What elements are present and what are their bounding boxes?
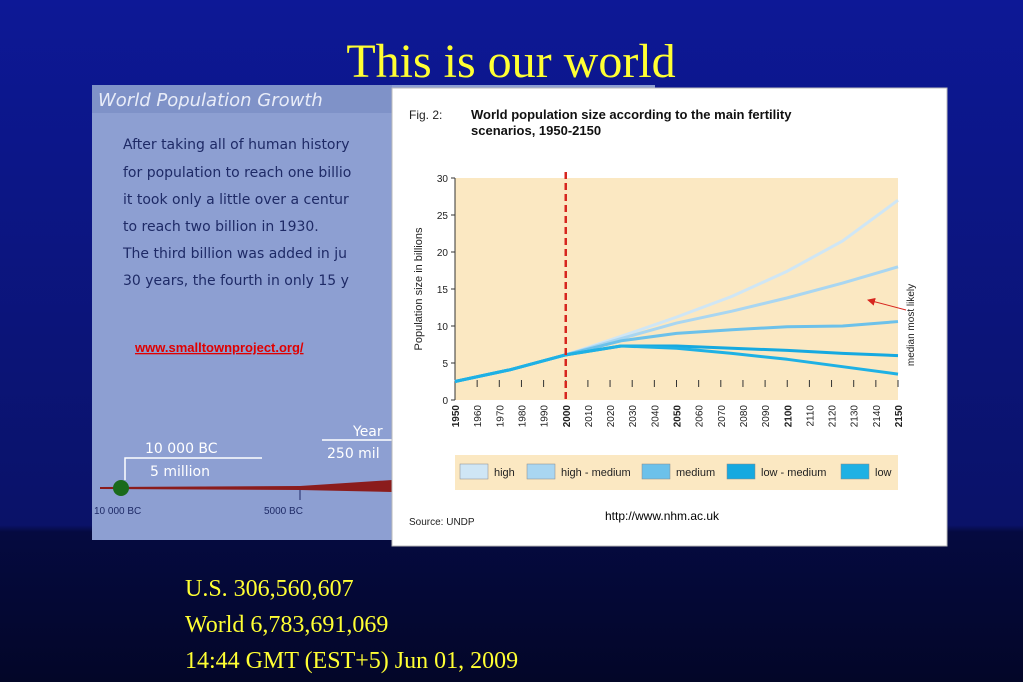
- slide-title: This is our world: [346, 35, 675, 88]
- timeline-label: 5 million: [150, 464, 210, 480]
- x-tick-label: 2060: [695, 405, 706, 428]
- timeline-axis-label: 10 000 BC: [94, 506, 141, 517]
- fig-label: Fig. 2:: [409, 108, 442, 122]
- legend-swatch: [726, 463, 756, 480]
- y-tick-label: 15: [437, 285, 449, 296]
- y-tick-label: 30: [437, 174, 449, 185]
- x-tick-label: 2020: [606, 405, 617, 428]
- timeline-label: 10 000 BC: [145, 441, 218, 457]
- timeline-dot: [113, 480, 129, 496]
- x-tick-label: 2010: [584, 405, 595, 428]
- legend-swatch: [526, 463, 556, 480]
- x-tick-label: 1980: [517, 405, 528, 428]
- timeline-axis-label: 5000 BC: [264, 506, 303, 517]
- y-tick-label: 0: [442, 396, 448, 407]
- text-line: After taking all of human history: [123, 137, 350, 153]
- legend-label: high - medium: [561, 467, 631, 479]
- footer-line: U.S. 306,560,607: [185, 576, 354, 602]
- x-tick-label: 1960: [473, 405, 484, 428]
- x-tick-label: 2120: [828, 405, 839, 428]
- x-tick-label: 2030: [628, 405, 639, 428]
- callout: [124, 457, 262, 480]
- x-tick-label: 2130: [850, 405, 861, 428]
- y-axis-label: Population size in billions: [413, 227, 425, 350]
- y-tick-label: 10: [437, 322, 449, 333]
- text-line: it took only a little over a centur: [123, 192, 349, 208]
- legend-label: medium: [676, 467, 715, 479]
- image-heading: World Population Growth: [98, 90, 323, 111]
- link[interactable]: www.smalltownproject.org/: [134, 340, 304, 355]
- legend-label: low: [875, 467, 892, 479]
- x-tick-label: 1970: [495, 405, 506, 428]
- x-tick-label: 2150: [894, 405, 905, 428]
- heading-bar: [92, 85, 392, 113]
- legend-swatch: [840, 463, 870, 480]
- x-tick-label: 2140: [872, 405, 883, 428]
- chart-title: scenarios, 1950-2150: [471, 123, 601, 138]
- timeline-label: Year: [352, 424, 383, 440]
- footer-line: World 6,783,691,069: [185, 612, 388, 638]
- chart-title: World population size according to the m…: [471, 107, 792, 122]
- x-tick-label: 2040: [650, 405, 661, 428]
- x-tick-label: 2090: [761, 405, 772, 428]
- timeline-label: 250 mil: [327, 446, 380, 462]
- footer-line: 14:44 GMT (EST+5) Jun 01, 2009: [185, 648, 518, 674]
- x-tick-label: 2050: [673, 405, 684, 428]
- annotation-arrow: [867, 297, 907, 311]
- legend-swatch: [641, 463, 671, 480]
- legend-label: high: [494, 467, 515, 479]
- text-line: to reach two billion in 1930.: [123, 219, 319, 235]
- y-tick-label: 25: [437, 211, 449, 222]
- text-line: for population to reach one billio: [123, 165, 351, 181]
- legend-label: low - medium: [761, 467, 826, 479]
- x-tick-label: 2000: [562, 405, 573, 428]
- legend-swatch: [459, 463, 489, 480]
- source-url: http://www.nhm.ac.uk: [605, 509, 720, 523]
- x-tick-label: 2070: [717, 405, 728, 428]
- x-tick-label: 1990: [540, 405, 551, 428]
- y-tick-label: 5: [442, 359, 448, 370]
- x-tick-label: 2080: [739, 405, 750, 428]
- source: Source: UNDP: [409, 517, 475, 528]
- x-tick-label: 1950: [451, 405, 462, 428]
- x-tick-label: 2100: [783, 405, 794, 428]
- text-line: The third billion was added in ju: [122, 246, 347, 262]
- timeline-bar: [100, 480, 392, 492]
- text-line: 30 years, the fourth in only 15 y: [123, 273, 349, 289]
- annotation: median most likely: [906, 284, 917, 366]
- series-line: [454, 344, 899, 383]
- y-tick-label: 20: [437, 248, 449, 259]
- x-tick-label: 2110: [805, 405, 816, 427]
